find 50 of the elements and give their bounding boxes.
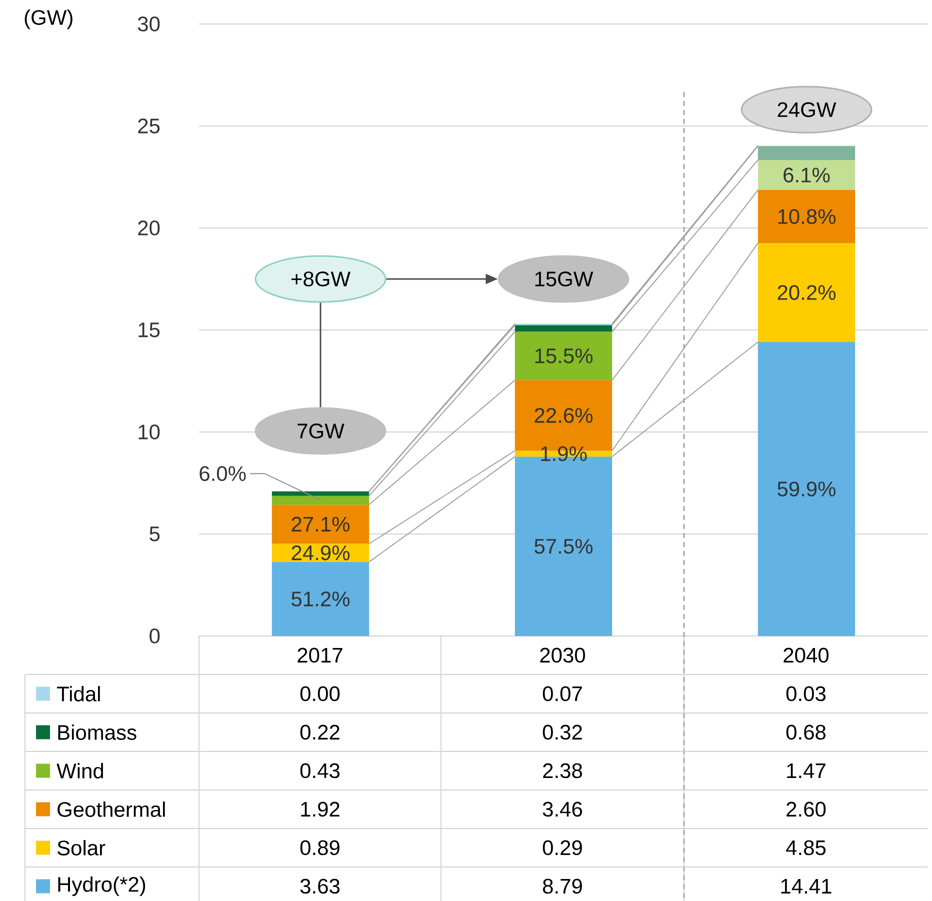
annotation: 7GW [298, 424, 344, 438]
data-label: 0.22 [300, 724, 340, 740]
data-label: 14.41 [781, 879, 832, 894]
x-tick-label: 2030 [540, 648, 586, 663]
data-label: 0.00 [300, 686, 340, 702]
annotation: 51.2% [292, 592, 350, 606]
annotation: 27.1% [292, 516, 350, 532]
y-tick-label: 15 [138, 322, 160, 338]
x-tick-label: 2017 [298, 648, 342, 663]
data-label: 2.60 [786, 802, 826, 817]
annotation: 6.0% [200, 466, 246, 482]
legend-label: Hydro(*2) [58, 876, 146, 896]
annotation: 6.1% [784, 168, 830, 182]
legend-label: Tidal [57, 686, 100, 702]
legend-label: Geothermal [58, 802, 165, 817]
y-axis-title: (GW) [24, 10, 72, 30]
annotation: 15GW [535, 272, 594, 286]
y-tick-label: 0 [150, 628, 160, 644]
x-tick-label: 2040 [784, 648, 829, 663]
data-label: 0.43 [300, 763, 340, 778]
data-label: 0.32 [542, 724, 582, 740]
data-label: 1.47 [787, 764, 826, 778]
annotation: 10.8% [778, 209, 836, 224]
legend-label: Solar [57, 840, 106, 856]
y-tick-label: 30 [138, 16, 160, 32]
y-tick-label: 10 [138, 424, 160, 440]
y-tick-label: 25 [138, 118, 160, 134]
data-label: 3.63 [300, 878, 340, 894]
data-label: 0.29 [542, 840, 582, 856]
data-label: 1.92 [301, 802, 340, 817]
annotation: 22.6% [534, 408, 593, 423]
y-tick-label: 5 [150, 526, 160, 542]
annotation: 20.2% [778, 285, 836, 300]
data-label: 0.68 [786, 724, 826, 740]
y-tick-label: 20 [138, 220, 160, 236]
data-label: 0.03 [786, 686, 826, 702]
annotation: 59.9% [778, 482, 836, 496]
annotation: +8GW [291, 272, 350, 286]
data-label: 0.07 [542, 686, 582, 702]
annotation: 24GW [778, 102, 836, 118]
legend-label: Biomass [58, 724, 136, 740]
data-label: 8.79 [542, 878, 582, 894]
data-label: 3.46 [542, 802, 582, 817]
data-label: 4.85 [786, 840, 826, 856]
annotation: 57.5% [534, 538, 593, 554]
legend-label: Wind [56, 763, 104, 778]
data-label: 0.89 [300, 840, 340, 856]
annotation: 15.5% [535, 348, 593, 364]
data-label: 2.38 [543, 763, 582, 778]
annotation: 24.9% [292, 545, 350, 560]
